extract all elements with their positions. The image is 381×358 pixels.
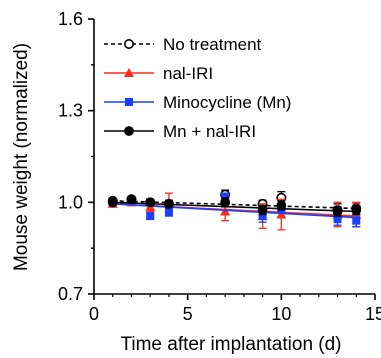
data-point <box>220 197 231 208</box>
y-axis-title: Mouse weight (normalized) <box>11 43 32 271</box>
data-point <box>258 212 267 221</box>
legend-marker <box>124 38 135 49</box>
legend-item-1: nal-IRI <box>104 64 213 83</box>
y-tick-label: 1.6 <box>58 9 83 29</box>
data-point <box>145 197 156 208</box>
data-point <box>352 216 361 225</box>
data-point <box>333 215 342 224</box>
legend-item-2: Minocycline (Mn) <box>104 93 291 112</box>
x-tick-label: 5 <box>183 304 193 324</box>
legend-item-0: No treatment <box>104 35 262 54</box>
legend-marker <box>125 98 133 106</box>
x-axis-title: Time after implantation (d) <box>120 334 341 355</box>
legend: No treatment nal-IRI Minocycline (Mn) Mn + … <box>104 35 291 141</box>
series-fit-line <box>112 200 357 210</box>
series-fit-line <box>112 203 357 219</box>
data-point <box>164 207 173 216</box>
y-tick-label: 0.7 <box>58 284 83 304</box>
legend-marker <box>124 126 134 136</box>
legend-label: nal-IRI <box>163 64 213 83</box>
series-3 <box>107 194 362 217</box>
data-point <box>332 206 343 217</box>
data-point <box>276 200 287 211</box>
data-point <box>146 212 155 221</box>
data-point <box>164 198 174 209</box>
legend-label: Minocycline (Mn) <box>163 93 291 112</box>
legend-label: No treatment <box>163 35 262 54</box>
legend-label: Mn + nal-IRI <box>163 122 256 141</box>
data-point <box>126 194 137 205</box>
x-tick-label: 0 <box>89 304 99 324</box>
axes-layer: 0.7 1.0 1.3 1.6 0 5 10 15 <box>58 9 381 324</box>
data-point <box>257 205 268 215</box>
y-tick-label: 1.3 <box>58 101 83 121</box>
data-point <box>351 205 362 215</box>
x-tick-label: 15 <box>365 304 381 324</box>
y-tick-label: 1.0 <box>58 192 83 212</box>
x-tick-label: 10 <box>271 304 291 324</box>
legend-item-3: Mn + nal-IRI <box>104 122 256 141</box>
data-point <box>107 197 118 208</box>
legend-marker <box>124 68 134 77</box>
series-layer <box>107 189 362 231</box>
